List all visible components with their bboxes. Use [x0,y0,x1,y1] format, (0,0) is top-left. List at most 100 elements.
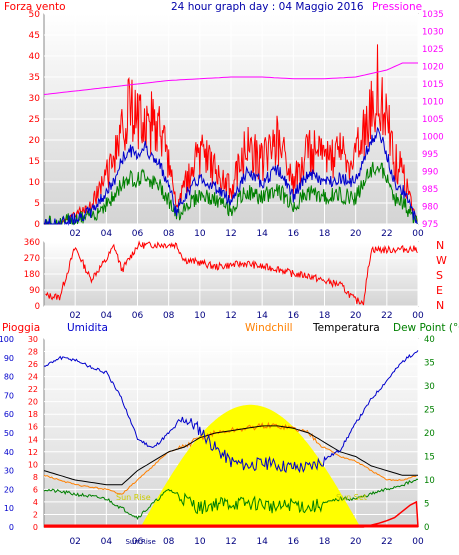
time-tick-label: 12 [225,229,236,239]
wind-tick-label: 30 [29,94,41,104]
rain-tick-label: 8 [33,473,38,482]
wind-speed-line [43,126,418,226]
temp-tick-label: 30 [424,382,435,392]
time-tick-label: 02 [69,537,80,547]
time-tick-label: 14 [256,311,268,321]
panel2-direction-ticks: 0 90 180 270 360 [24,238,40,312]
humidity-label: Umidita [67,322,108,334]
wind-tick-label: 40 [29,52,41,62]
humidity-tick-label: 0 [9,523,14,532]
direction-tick-label: 0 [35,302,40,312]
panel3-time-ticks: 02 04 06 08 10 12 14 16 18 20 22 00 Sun Rise [69,537,424,547]
time-tick-label: 22 [381,537,392,547]
humidity-tick-label: 100 [0,335,14,344]
panel3-series [43,350,419,528]
pressure-axis-label: Pressione [372,1,422,13]
time-tick-label: 14 [256,229,268,239]
temperature-label: Temperatura [312,322,380,334]
pressure-tick-label: 990 [422,168,438,178]
wind-tick-label: 25 [29,115,40,125]
rain-tick-label: 4 [33,498,38,507]
temp-tick-label: 25 [424,406,435,416]
wind-tick-label: 0 [34,220,40,230]
time-tick-label: 00 [412,229,424,239]
compass-label: E [436,284,443,297]
temp-tick-label: 5 [424,500,429,510]
time-tick-label: 00 [412,311,424,321]
pressure-line [43,62,418,95]
temp-tick-label: 40 [424,335,435,345]
pressure-tick-label: 1000 [422,133,444,143]
sun-curve [140,404,361,527]
pressure-tick-label: 1035 [422,10,444,20]
rain-tick-label: 6 [33,485,38,494]
temp-tick-label: 0 [424,523,429,533]
time-tick-label: 06 [132,311,144,321]
rain-tick-label: 14 [28,435,38,444]
compass-label: N [436,239,444,252]
pressure-tick-label: 980 [422,203,438,213]
time-tick-label: 08 [163,229,175,239]
time-tick-label: 20 [350,229,362,239]
rain-tick-label: 0 [33,523,38,532]
time-tick-label: 06 [132,537,144,547]
compass-label: S [436,269,443,282]
dewpoint-line [43,478,419,520]
time-tick-label: 04 [101,311,113,321]
rain-tick-label: 18 [28,410,38,419]
panel1-series [43,44,418,226]
time-tick-label: 02 [69,311,80,321]
time-tick-label: 20 [350,537,362,547]
panel2-time-ticks: 02 04 06 08 10 12 14 16 18 20 22 00 [69,311,424,321]
humidity-tick-label: 10 [4,504,14,513]
humidity-tick-label: 30 [4,467,14,476]
time-tick-label: 18 [319,537,331,547]
panel1-wind-ticks: 0 5 10 15 20 25 30 35 40 45 50 [29,10,41,230]
rain-tick-label: 24 [28,373,38,382]
panel2-grid [44,241,419,307]
humidity-tick-label: 80 [4,373,14,382]
time-tick-label: 12 [225,311,236,321]
time-tick-label: 12 [225,537,236,547]
compass-label: W [436,254,447,267]
rain-tick-label: 16 [28,423,38,432]
wind-tick-label: 45 [29,31,40,41]
temp-tick-label: 10 [424,476,435,486]
rain-tick-label: 12 [28,448,38,457]
time-tick-label: 20 [350,311,362,321]
time-tick-label: 16 [288,229,300,239]
humidity-tick-label: 50 [4,429,14,438]
panel3-temp-ticks: 0 5 10 15 20 25 30 35 40 [424,335,435,533]
humidity-tick-label: 20 [4,485,14,494]
humidity-tick-label: 40 [4,448,14,457]
pressure-tick-label: 985 [422,185,438,195]
wind-tick-label: 50 [29,10,41,20]
panel3-sun-area [140,404,361,527]
humidity-tick-label: 90 [4,354,14,363]
rain-label: Pioggia [2,322,40,334]
pressure-tick-label: 1030 [422,28,444,38]
time-tick-label: 04 [101,537,113,547]
time-tick-label: 02 [69,229,80,239]
time-tick-label: 00 [412,537,424,547]
windchill-label: Windchill [245,322,293,334]
pressure-tick-label: 975 [422,220,438,230]
pressure-tick-label: 1015 [422,80,444,90]
direction-tick-label: 360 [24,238,40,248]
time-tick-label: 18 [319,229,331,239]
time-tick-label: 08 [163,537,175,547]
direction-tick-label: 270 [24,254,40,264]
temp-tick-label: 20 [424,429,435,439]
wind-tick-label: 15 [29,157,40,167]
humidity-tick-label: 70 [4,391,14,400]
humidity-tick-label: 60 [4,410,14,419]
temp-tick-label: 35 [424,359,435,369]
time-tick-label: 18 [319,311,331,321]
time-tick-label: 14 [256,537,268,547]
time-tick-label: 06 [132,229,144,239]
compass-label: N [436,299,444,312]
